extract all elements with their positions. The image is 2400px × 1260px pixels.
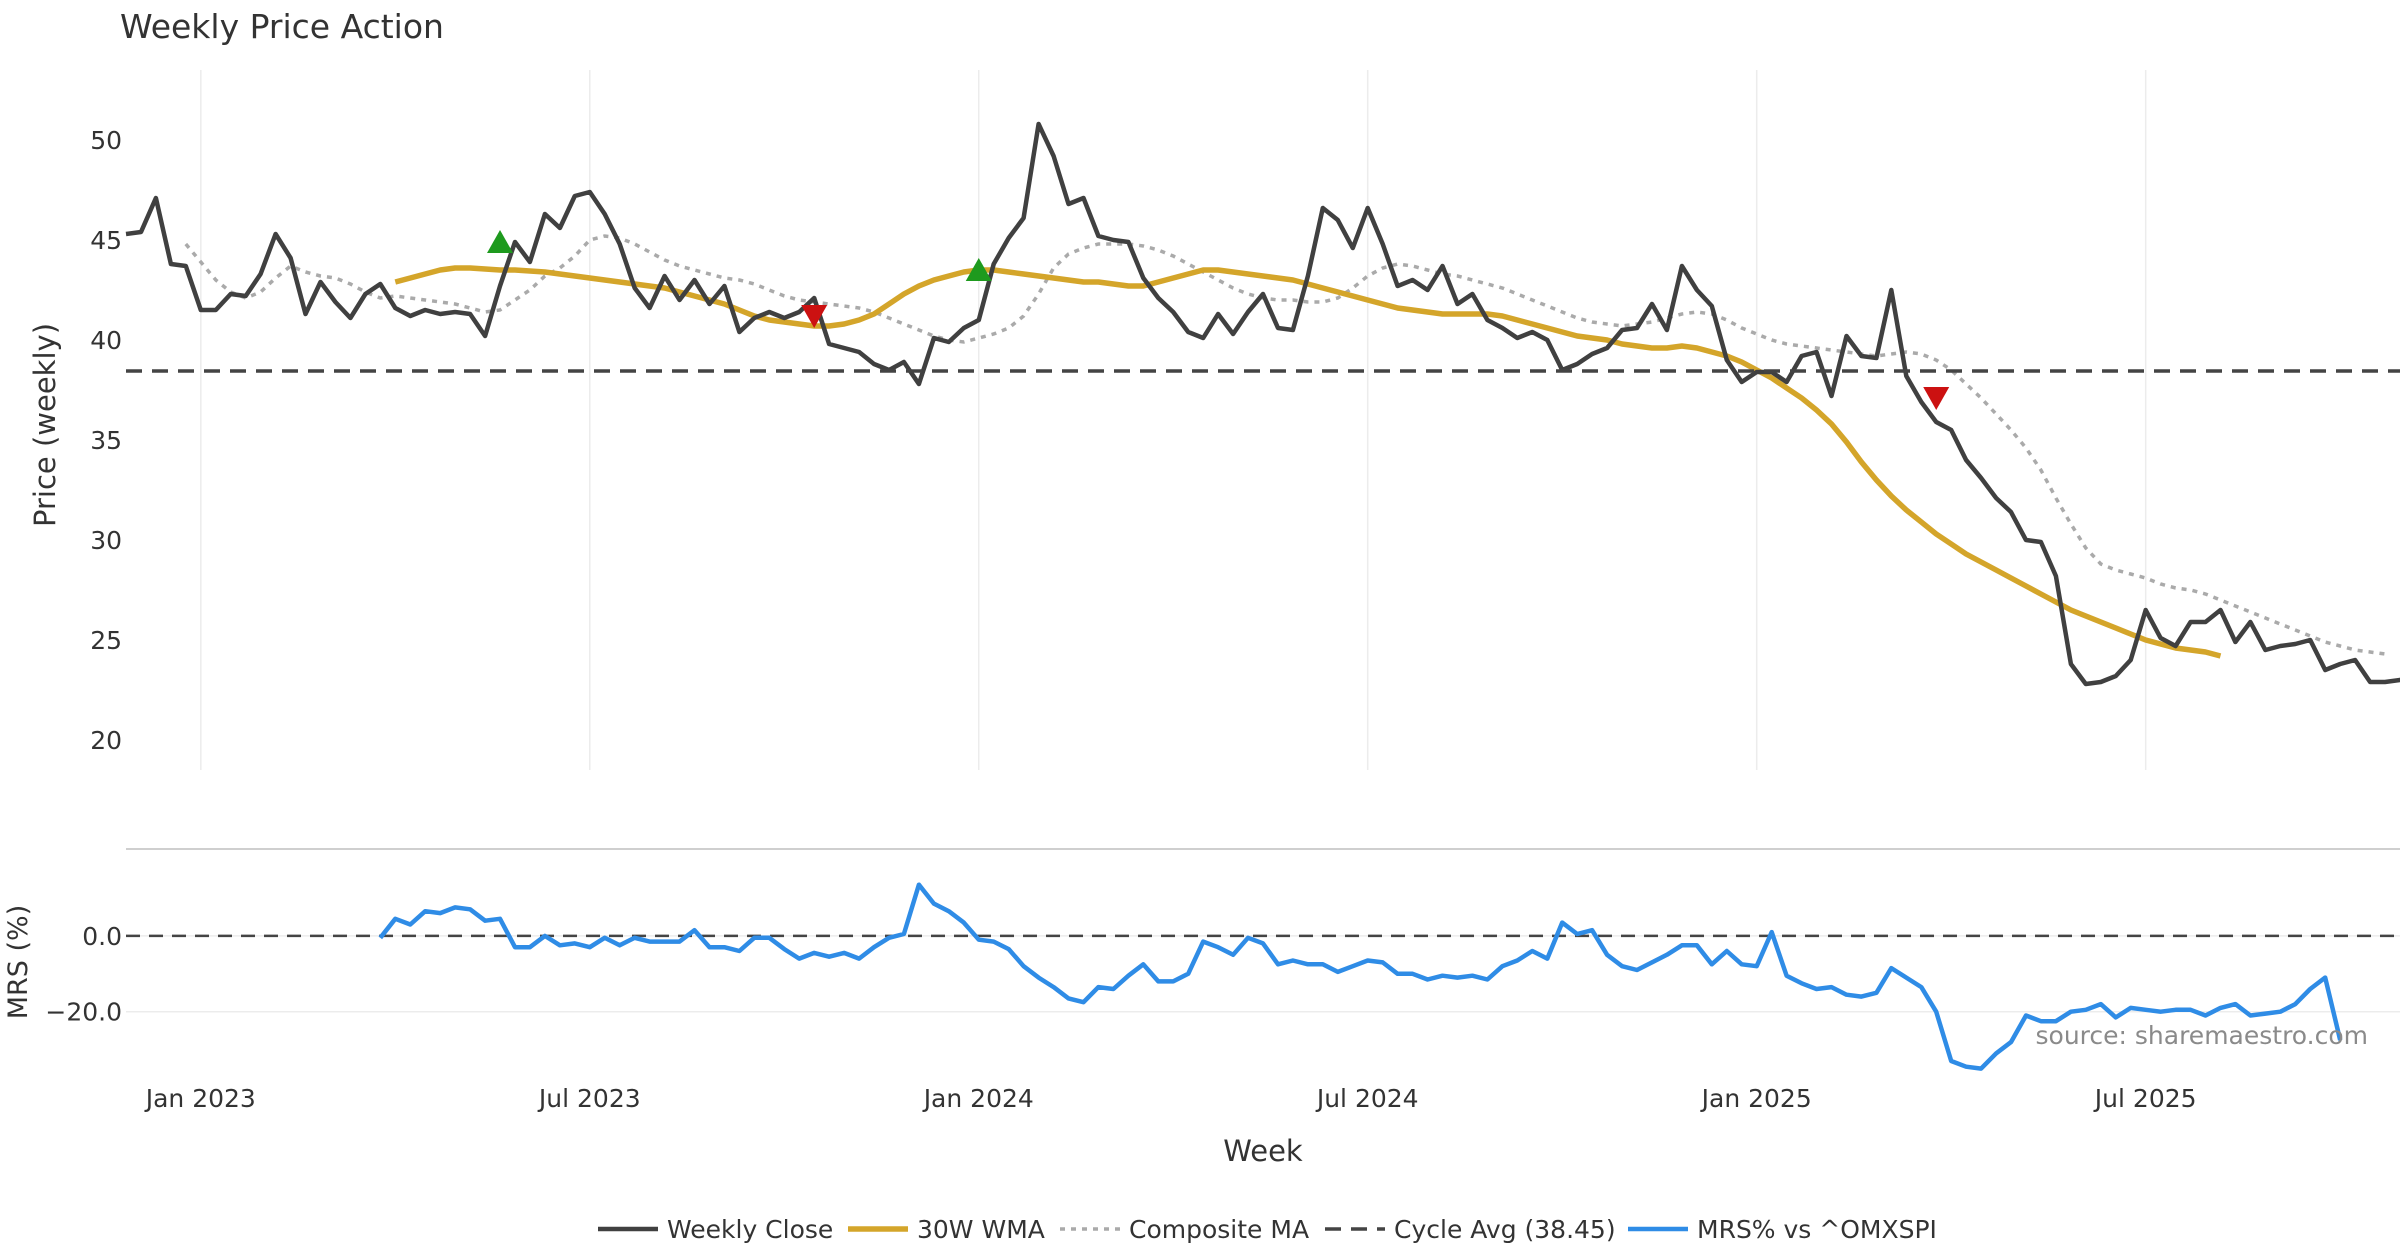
price-y-tick-label: 45 [90,226,122,255]
buy-signal-marker [965,258,992,281]
mrs-y-tick-label: −20.0 [45,998,122,1027]
x-tick-label: Jul 2024 [1315,1084,1419,1113]
x-axis-label: Week [1223,1134,1303,1168]
price-panel-grid [200,70,2147,770]
buy-signal-marker [487,230,514,253]
mrs-y-axis-label: MRS (%) [3,905,34,1020]
close-line [125,121,2400,687]
wma-legend-label: 30W WMA [917,1215,1045,1244]
mrs-y-tick-label: 0.0 [82,922,122,951]
mrs-panel-grid [126,934,2400,1013]
wma-line [394,265,2222,659]
mrs-series [378,882,2343,1071]
price-y-tick-label: 25 [90,626,122,655]
mrs-y-axis: 0.0 −20.0 [45,922,122,1027]
close-legend-label: Weekly Close [667,1215,833,1244]
price-y-axis: 20 25 30 35 40 45 50 [90,126,122,755]
signal-markers [487,230,1950,410]
price-y-axis-label: Price (weekly) [28,323,62,527]
x-axis: Jan 2023 Jul 2023 Jan 2024 Jul 2024 Jan 2025… [144,1084,2197,1113]
legend: Weekly Close 30W WMA Composite MA Cycle Avg… [598,1215,1937,1244]
x-tick-label: Jan 2025 [1700,1084,1812,1113]
source-note: source: sharemaestro.com [2036,1021,2369,1050]
sell-signal-marker [801,305,828,328]
x-tick-label: Jan 2024 [922,1084,1034,1113]
price-y-tick-label: 30 [90,526,122,555]
price-y-tick-label: 20 [90,726,122,755]
comp-line [184,234,2386,656]
price-y-tick-label: 40 [90,326,122,355]
x-tick-label: Jan 2023 [144,1084,256,1113]
sell-signal-marker [1923,387,1950,410]
mrs-line [378,882,2343,1071]
mrs-legend-label: MRS% vs ^OMXSPI [1697,1215,1937,1244]
x-tick-label: Jul 2023 [537,1084,641,1113]
comp-legend-label: Composite MA [1129,1215,1309,1244]
cycle-legend-label: Cycle Avg (38.45) [1394,1215,1616,1244]
x-tick-label: Jul 2025 [2093,1084,2197,1113]
price-series [125,121,2400,687]
price-y-tick-label: 50 [90,126,122,155]
chart-title: Weekly Price Action [120,7,444,46]
price-y-tick-label: 35 [90,426,122,455]
